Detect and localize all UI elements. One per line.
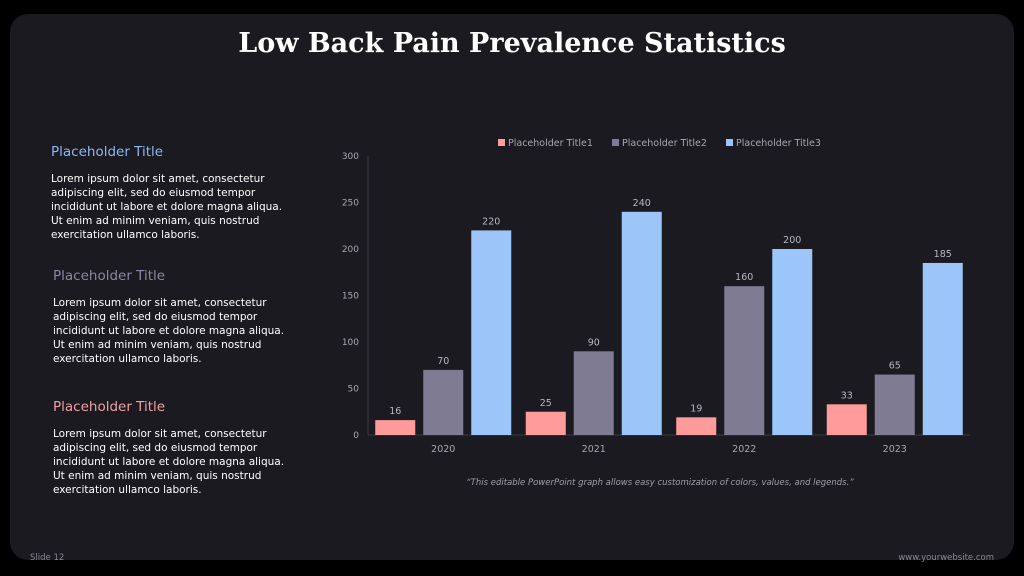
data-label: 90 (588, 337, 600, 348)
data-label: 16 (389, 406, 401, 417)
data-label: 25 (540, 398, 552, 409)
y-tick-label: 150 (342, 292, 359, 302)
bar (573, 351, 614, 435)
block-text: Lorem ipsum dolor sit amet, consectetur … (51, 173, 283, 241)
bar (874, 374, 915, 435)
data-label: 33 (841, 390, 853, 401)
y-tick-label: 300 (342, 152, 359, 162)
bar (676, 417, 717, 435)
data-label: 70 (437, 356, 449, 367)
block-heading: Placeholder Title (53, 268, 166, 284)
text-block-3: Placeholder Title Lorem ipsum dolor sit … (53, 399, 293, 497)
legend-label: Placeholder Title3 (736, 138, 821, 149)
y-tick-label: 50 (348, 385, 360, 395)
y-tick-label: 200 (342, 245, 359, 255)
data-label: 200 (783, 235, 801, 246)
legend-swatch (612, 139, 619, 146)
block-heading: Placeholder Title (53, 399, 166, 415)
block-heading: Placeholder Title (51, 144, 164, 160)
website-url: www.yourwebsite.com (898, 553, 994, 563)
bar (525, 411, 566, 435)
data-label: 160 (735, 272, 753, 283)
bar (621, 211, 662, 435)
bar (772, 249, 813, 435)
slide-card (10, 14, 1014, 560)
y-tick-label: 250 (342, 199, 359, 209)
bar-chart-svg: 0 50 100 150 200 250 300 Placeholder Title1 Plac… (342, 138, 970, 455)
bar (922, 262, 963, 435)
bar-chart: 0 50 100 150 200 250 300 Placeholder Title1 Plac… (330, 130, 990, 470)
x-tick-label: 2020 (431, 444, 455, 455)
chart-caption: “This editable PowerPoint graph allows e… (466, 478, 854, 488)
legend-swatch (498, 139, 505, 146)
data-label: 220 (482, 216, 500, 227)
data-label: 65 (889, 361, 901, 372)
data-label: 19 (690, 403, 702, 414)
y-tick-label: 0 (353, 431, 359, 441)
text-block-2: Placeholder Title Lorem ipsum dolor sit … (53, 268, 293, 366)
slide-number: Slide 12 (30, 553, 65, 563)
text-block-1: Placeholder Title Lorem ipsum dolor sit … (51, 144, 291, 242)
x-tick-label: 2023 (883, 444, 907, 455)
bar (826, 404, 867, 435)
legend-label: Placeholder Title2 (622, 138, 707, 149)
block-text: Lorem ipsum dolor sit amet, consectetur … (53, 428, 285, 496)
bar (423, 369, 464, 435)
legend-swatch (726, 139, 733, 146)
bar (375, 420, 416, 435)
bar (724, 286, 765, 435)
block-text: Lorem ipsum dolor sit amet, consectetur … (53, 297, 285, 365)
x-tick-label: 2021 (582, 444, 606, 455)
data-label: 185 (934, 249, 952, 260)
x-tick-label: 2022 (732, 444, 756, 455)
bar (471, 230, 512, 435)
y-tick-label: 100 (342, 338, 359, 348)
data-label: 240 (633, 198, 651, 209)
page-title: Low Back Pain Prevalence Statistics (238, 28, 786, 59)
legend-label: Placeholder Title1 (508, 138, 593, 149)
